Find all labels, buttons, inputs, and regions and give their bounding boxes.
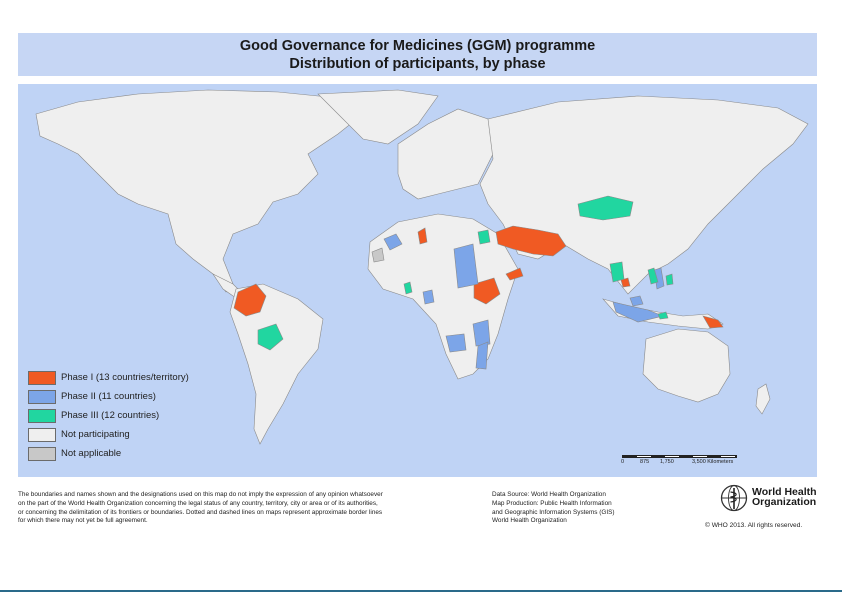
- disclaimer-line: for which there may not yet be full agre…: [18, 517, 148, 525]
- disclaimer-text: The boundaries and names shown and the d…: [18, 491, 458, 526]
- land-north-america: [35, 89, 364, 293]
- phase2-sudan: [453, 243, 479, 289]
- who-emblem-icon: [720, 484, 748, 517]
- land-new-zealand: [755, 383, 771, 415]
- phase2-malaysia: [629, 295, 644, 307]
- phase3-bolivia: [257, 323, 284, 351]
- phase2-indonesia: [612, 301, 664, 323]
- phase1-yemen: [505, 267, 524, 281]
- legend-swatch-not-applicable: [28, 447, 56, 461]
- land-asia: [479, 95, 809, 295]
- land-south-america: [229, 283, 324, 445]
- legend-label-phase2: Phase II (11 countries): [61, 391, 156, 402]
- world-map-svg: [35, 89, 809, 445]
- land-australia: [642, 328, 731, 403]
- who-name-line2: Organization: [752, 496, 817, 508]
- not-applicable-western-sahara: [371, 247, 385, 263]
- phase2-mozambique: [475, 341, 489, 370]
- phase2-morocco: [383, 233, 403, 251]
- land-greenland: [317, 89, 439, 145]
- scale-tick-0: 0: [621, 459, 625, 465]
- scale-tick-2: 1,750: [660, 459, 674, 465]
- phase1-papua: [702, 315, 724, 329]
- legend-swatch-phase2: [28, 390, 56, 404]
- phase3-timor: [657, 311, 669, 320]
- phase1-ethiopia: [473, 277, 501, 305]
- disclaimer-line: The boundaries and names shown and the d…: [18, 491, 383, 498]
- scale-tick-1: 875: [640, 459, 650, 465]
- legend-label-phase1: Phase I (13 countries/territory): [61, 372, 189, 383]
- scale-line: [622, 455, 737, 458]
- data-source-text: Data Source: World Health Organization M…: [492, 491, 615, 526]
- world-map: [18, 84, 817, 477]
- land-europe: [397, 108, 499, 200]
- who-name: World Health Organization: [752, 486, 817, 508]
- who-name-line1: World Health: [752, 486, 817, 498]
- phase1-tunisia: [417, 227, 428, 245]
- phase1-cambodia: [620, 277, 631, 288]
- legend-label-phase3: Phase III (12 countries): [61, 410, 160, 421]
- phase3-philippines-north: [665, 273, 674, 286]
- phase2-southern-africa: [445, 333, 467, 353]
- source-line: and Geographic Information Systems (GIS): [492, 508, 615, 516]
- copyright-text: © WHO 2013. All rights reserved.: [705, 522, 803, 529]
- phase3-jordan: [477, 229, 491, 245]
- scale-tick-3: 3,500 Kilometers: [692, 459, 734, 465]
- map-title: Good Governance for Medicines (GGM) prog…: [239, 38, 596, 54]
- phase3-sierra-leone: [403, 281, 413, 295]
- phase1-colombia: [233, 283, 267, 317]
- phase3-thailand: [609, 261, 625, 283]
- disclaimer-line: on the part of the World Health Organiza…: [18, 499, 378, 507]
- phase1-middle-east: [495, 225, 567, 257]
- disclaimer-line: or concerning the delimitation of its fr…: [18, 508, 383, 516]
- phase2-cameroon: [422, 289, 435, 305]
- phase3-vietnam: [647, 267, 659, 285]
- phase2-east-africa: [472, 319, 491, 347]
- phase3-mongolia: [577, 195, 634, 221]
- source-line: Map Production: Public Health Informatio…: [492, 499, 612, 507]
- legend-swatch-phase3: [28, 409, 56, 423]
- source-line: Data Source: World Health Organization: [492, 491, 606, 498]
- map-title-bar: Good Governance for Medicines (GGM) prog…: [18, 33, 817, 76]
- legend-label-not-participating: Not participating: [61, 429, 130, 440]
- legend-label-not-applicable: Not applicable: [61, 448, 122, 459]
- source-line: World Health Organization: [492, 517, 567, 525]
- legend-swatch-phase1: [28, 371, 56, 385]
- bottom-rule: [0, 590, 842, 592]
- map-subtitle: Distribution of participants, by phase: [289, 56, 546, 72]
- legend-swatch-not-participating: [28, 428, 56, 442]
